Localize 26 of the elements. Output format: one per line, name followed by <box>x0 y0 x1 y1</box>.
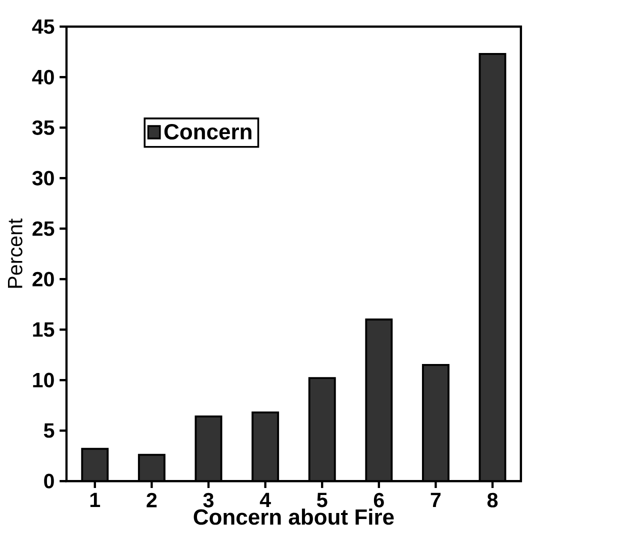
x-tick-label: 3 <box>203 492 214 508</box>
y-tick-label: 45 <box>32 20 54 34</box>
y-axis-title: Percent <box>8 218 22 288</box>
y-tick-label: 10 <box>33 372 54 388</box>
x-tick-label: 6 <box>374 492 384 508</box>
x-tick-label: 7 <box>430 492 441 508</box>
bar <box>308 377 336 482</box>
x-tick-label: 5 <box>317 492 328 508</box>
y-tick-label: 0 <box>44 474 54 488</box>
y-tick-label: 15 <box>33 322 54 337</box>
x-tick-label: 8 <box>487 492 498 508</box>
bar <box>194 416 222 482</box>
legend-label: Concern <box>164 124 252 140</box>
bar <box>478 53 506 482</box>
bar <box>422 364 450 482</box>
y-tick-label: 30 <box>32 170 54 186</box>
x-tick-label: 1 <box>90 492 100 508</box>
x-tick-label: 2 <box>146 492 157 508</box>
y-tick-label: 5 <box>44 424 54 438</box>
y-tick-label: 40 <box>32 70 54 85</box>
y-tick-label: 20 <box>32 272 54 287</box>
y-tick-label: 35 <box>32 120 54 136</box>
y-tick-label: 25 <box>32 221 54 236</box>
x-tick-label: 4 <box>260 492 271 508</box>
x-axis-title: Concern about Fire <box>194 508 394 525</box>
bar <box>365 318 393 482</box>
